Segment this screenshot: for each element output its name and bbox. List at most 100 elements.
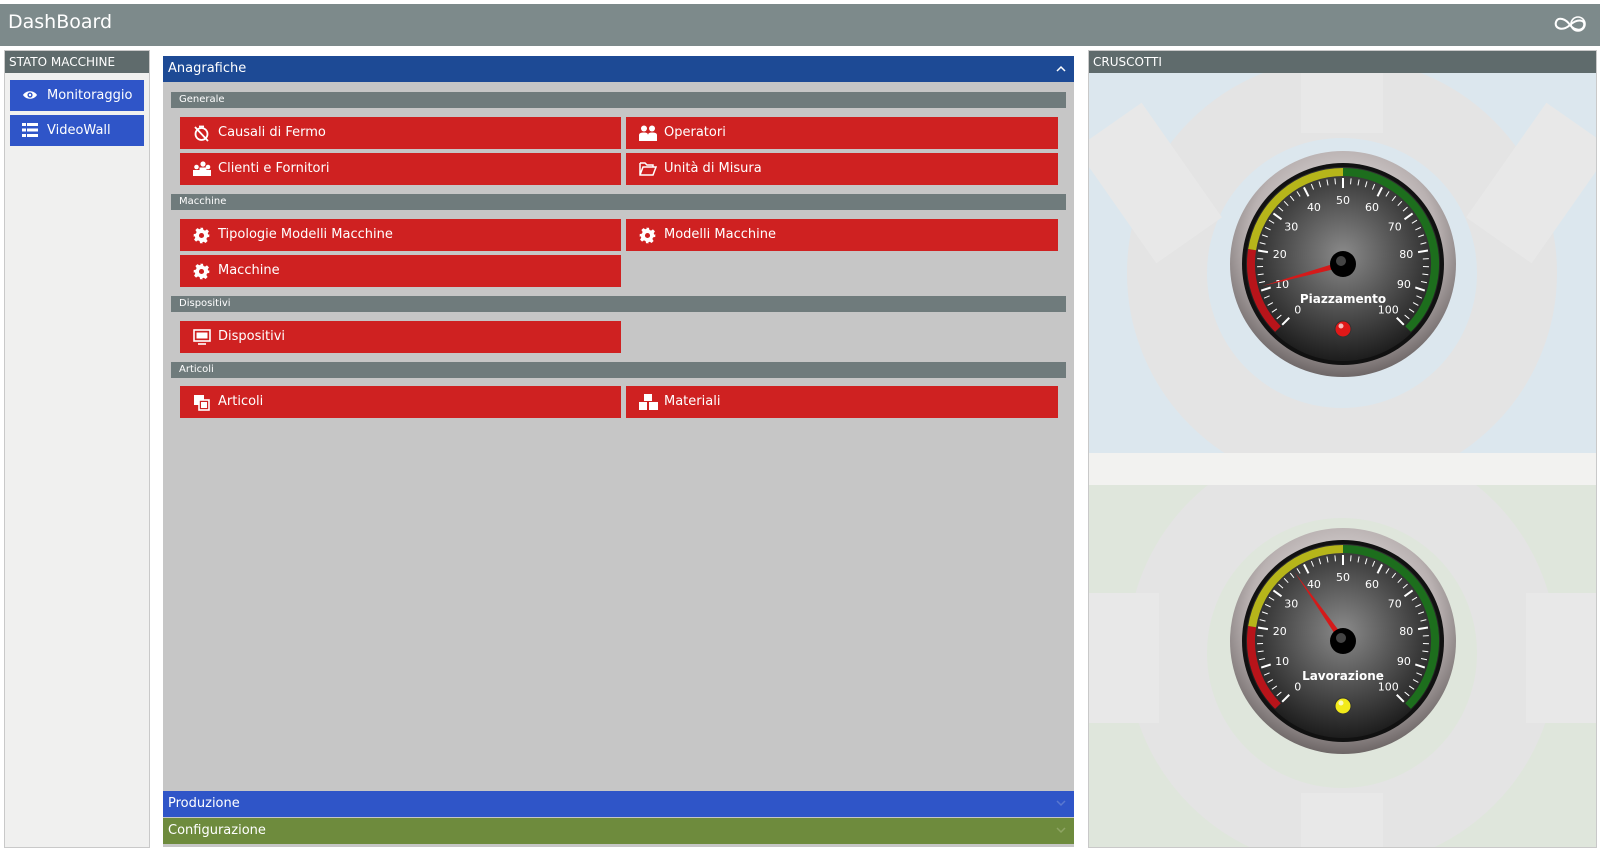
gauge-tick bbox=[1259, 619, 1266, 622]
gauge-tick bbox=[1396, 317, 1405, 326]
gauge-tick-label: 50 bbox=[1336, 194, 1350, 207]
articoli-button[interactable]: Articoli bbox=[180, 386, 621, 418]
dispositivi-button[interactable]: Dispositivi bbox=[180, 321, 621, 353]
gauge-lamp-highlight bbox=[1338, 700, 1344, 706]
modelli-macchine-label: Modelli Macchine bbox=[664, 227, 776, 242]
gauge-tick bbox=[1397, 577, 1403, 584]
gauge-tick bbox=[1397, 200, 1403, 207]
gauge-tick bbox=[1403, 589, 1414, 598]
gauge-tick bbox=[1263, 672, 1270, 676]
machine-status-header: STATO MACCHINE bbox=[5, 51, 149, 73]
gauge-hub-highlight bbox=[1336, 256, 1346, 266]
stop-timer-icon bbox=[194, 125, 209, 142]
gauge-tick bbox=[1268, 596, 1275, 601]
unita-di-misura-button[interactable]: Unità di Misura bbox=[626, 153, 1058, 185]
gauge-tick bbox=[1318, 558, 1322, 565]
gauge-needle bbox=[1294, 572, 1346, 643]
gauge-tick-label: 90 bbox=[1397, 278, 1411, 291]
gauge-tick bbox=[1283, 200, 1289, 207]
gauge-tick bbox=[1414, 286, 1426, 292]
gauge-tick bbox=[1371, 183, 1376, 190]
gauge-tick bbox=[1267, 679, 1274, 683]
accordion-produzione[interactable]: Produzione bbox=[163, 791, 1074, 817]
gauge-tick bbox=[1418, 234, 1425, 238]
gauge-lavorazione-dial: 0 10 20 30 40 50 60 70 80 90 100 Lavorazione bbox=[1230, 528, 1456, 754]
center-panel: Anagrafiche Generale Causali di Fermo Op… bbox=[163, 56, 1074, 847]
gauge-tick bbox=[1417, 249, 1429, 254]
gauge-tick-label: 0 bbox=[1294, 303, 1301, 316]
gauge-tick-label: 50 bbox=[1336, 571, 1350, 584]
gauge-piazzamento-label: Piazzamento bbox=[1300, 292, 1386, 306]
gauge-tick bbox=[1268, 219, 1275, 224]
gauge-tick bbox=[1326, 179, 1329, 186]
clienti-e-fornitori-label: Clienti e Fornitori bbox=[218, 161, 330, 176]
accordion-produzione-label: Produzione bbox=[168, 796, 240, 811]
monitoraggio-label: Monitoraggio bbox=[47, 88, 133, 103]
operatori-button[interactable]: Operatori bbox=[626, 117, 1058, 149]
gauge-tick-label: 80 bbox=[1399, 248, 1413, 261]
gauge-tick bbox=[1376, 563, 1383, 574]
gauge-tick bbox=[1334, 555, 1336, 562]
dashboards-header: CRUSCOTTI bbox=[1089, 51, 1596, 73]
anagrafiche-content: Generale Causali di Fermo Operatori Clie… bbox=[163, 82, 1074, 847]
gauge-tick bbox=[1271, 308, 1278, 313]
gauge-status-lamp bbox=[1334, 697, 1352, 715]
dashboards-panel: CRUSCOTTI 0 10 20 30 40 50 60 70 80 90 100 Piazzam… bbox=[1088, 50, 1597, 848]
group-icon bbox=[193, 161, 211, 176]
accordion-anagrafiche-label: Anagrafiche bbox=[168, 61, 247, 76]
users-icon bbox=[639, 125, 657, 141]
gauge-zone-mid bbox=[1248, 168, 1344, 251]
gauge-tick bbox=[1271, 685, 1278, 690]
gauge-tick bbox=[1357, 179, 1360, 186]
gear-icon bbox=[193, 227, 210, 244]
clienti-e-fornitori-button[interactable]: Clienti e Fornitori bbox=[180, 153, 621, 185]
infinity-icon bbox=[1554, 16, 1586, 32]
gauge-tick bbox=[1267, 302, 1274, 306]
gauge-tick-label: 100 bbox=[1378, 680, 1399, 693]
causali-di-fermo-label: Causali di Fermo bbox=[218, 125, 326, 140]
gauge-tick bbox=[1261, 234, 1268, 238]
gauge-piazzamento: 0 10 20 30 40 50 60 70 80 90 100 Piazzamento bbox=[1228, 149, 1458, 379]
accordion-anagrafiche[interactable]: Anagrafiche bbox=[163, 56, 1074, 82]
macchine-button[interactable]: Macchine bbox=[180, 255, 621, 287]
gear-icon bbox=[639, 227, 656, 244]
gauge-tick bbox=[1416, 295, 1423, 299]
materiali-button[interactable]: Materiali bbox=[626, 386, 1058, 418]
gauge-tick bbox=[1364, 181, 1368, 188]
gauge-tick bbox=[1350, 555, 1352, 562]
gauge-tick bbox=[1418, 611, 1425, 615]
causali-di-fermo-button[interactable]: Causali di Fermo bbox=[180, 117, 621, 149]
list-icon bbox=[22, 123, 38, 137]
gauge-tick bbox=[1303, 563, 1310, 574]
macchine-label: Macchine bbox=[218, 263, 280, 278]
gauge-tick bbox=[1420, 242, 1427, 245]
monitor-icon bbox=[193, 329, 211, 345]
gauge-tick bbox=[1258, 657, 1266, 661]
gauge-tick bbox=[1403, 212, 1414, 221]
gauge-tick bbox=[1422, 650, 1429, 653]
gauge-tick bbox=[1260, 663, 1272, 669]
gauge-tick bbox=[1257, 249, 1269, 254]
gauge-zone-low bbox=[1247, 248, 1281, 332]
chevron-down-icon bbox=[1056, 800, 1066, 807]
tipologie-modelli-macchine-button[interactable]: Tipologie Modelli Macchine bbox=[180, 219, 621, 251]
videowall-button[interactable]: VideoWall bbox=[10, 115, 144, 146]
section-dispositivi: Dispositivi bbox=[171, 296, 1066, 312]
gauge-tick bbox=[1276, 691, 1282, 697]
gauge-tick bbox=[1310, 560, 1315, 567]
eye-icon bbox=[23, 91, 37, 99]
gauge-tick bbox=[1396, 694, 1405, 703]
monitoraggio-button[interactable]: Monitoraggio bbox=[10, 80, 144, 111]
section-articoli: Articoli bbox=[171, 362, 1066, 378]
gauge-tick-label: 30 bbox=[1284, 220, 1298, 233]
gauge-tick bbox=[1417, 626, 1429, 631]
gauge-tick bbox=[1411, 219, 1418, 224]
folder-open-icon bbox=[639, 162, 657, 176]
modelli-macchine-button[interactable]: Modelli Macchine bbox=[626, 219, 1058, 251]
gauge-tick bbox=[1402, 206, 1408, 212]
gauge-tick bbox=[1408, 308, 1415, 313]
accordion-configurazione[interactable]: Configurazione bbox=[163, 818, 1074, 844]
gauge-tick bbox=[1385, 191, 1390, 197]
chevron-up-icon bbox=[1056, 65, 1066, 72]
